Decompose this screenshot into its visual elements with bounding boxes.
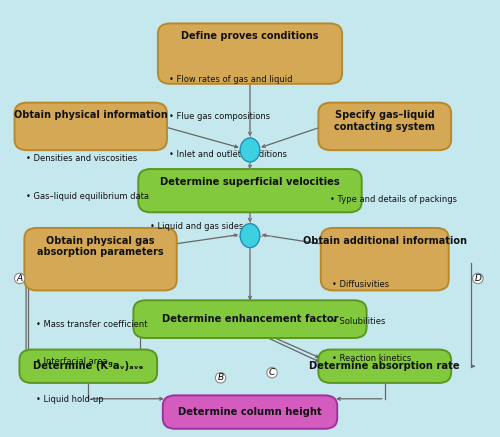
Text: • Type and details of packings: • Type and details of packings [330, 195, 456, 204]
Text: • Liquid hold-up: • Liquid hold-up [36, 395, 104, 403]
Text: Obtain physical information: Obtain physical information [14, 111, 168, 120]
Text: • Diffusivities: • Diffusivities [332, 280, 389, 288]
Text: C: C [269, 368, 275, 377]
Text: • Flow rates of gas and liquid: • Flow rates of gas and liquid [169, 75, 292, 84]
Text: Obtain physical gas
absorption parameters: Obtain physical gas absorption parameter… [37, 236, 164, 257]
Text: Determine absorption rate: Determine absorption rate [310, 361, 460, 371]
Text: Obtain additional information: Obtain additional information [303, 236, 467, 246]
Text: • Solubilities: • Solubilities [332, 317, 386, 326]
FancyBboxPatch shape [318, 350, 451, 383]
Text: • Mass transfer coefficient: • Mass transfer coefficient [36, 320, 147, 329]
Text: A: A [16, 274, 23, 283]
FancyBboxPatch shape [138, 169, 362, 212]
FancyBboxPatch shape [318, 103, 451, 150]
FancyBboxPatch shape [20, 350, 157, 383]
Text: • Interfacial area: • Interfacial area [36, 357, 107, 366]
Text: Determine (Kᵍaᵥ)ₐᵥₑ: Determine (Kᵍaᵥ)ₐᵥₑ [33, 361, 144, 371]
Text: • Reaction kinetics: • Reaction kinetics [332, 354, 411, 363]
Text: Define proves conditions: Define proves conditions [181, 31, 319, 41]
Ellipse shape [240, 224, 260, 248]
Text: D: D [474, 274, 482, 283]
Text: • Inlet and outlet conditions: • Inlet and outlet conditions [169, 149, 287, 159]
FancyBboxPatch shape [158, 24, 342, 84]
Text: Determine enhancement factor: Determine enhancement factor [162, 314, 338, 324]
Text: • Densities and viscosities: • Densities and viscosities [26, 154, 137, 163]
FancyBboxPatch shape [24, 228, 176, 291]
FancyBboxPatch shape [134, 300, 366, 338]
Ellipse shape [240, 138, 260, 162]
Text: Determine column height: Determine column height [178, 407, 322, 417]
Text: • Gas–liquid equilibrium data: • Gas–liquid equilibrium data [26, 191, 149, 201]
Text: B: B [218, 373, 224, 382]
Text: • Flue gas compositions: • Flue gas compositions [169, 112, 270, 121]
Text: • Liquid and gas sides: • Liquid and gas sides [150, 222, 243, 231]
Text: Determine superficial velocities: Determine superficial velocities [160, 177, 340, 187]
FancyBboxPatch shape [163, 395, 337, 429]
Text: Specify gas–liquid
contacting system: Specify gas–liquid contacting system [334, 111, 435, 132]
FancyBboxPatch shape [321, 228, 448, 291]
FancyBboxPatch shape [14, 103, 167, 150]
